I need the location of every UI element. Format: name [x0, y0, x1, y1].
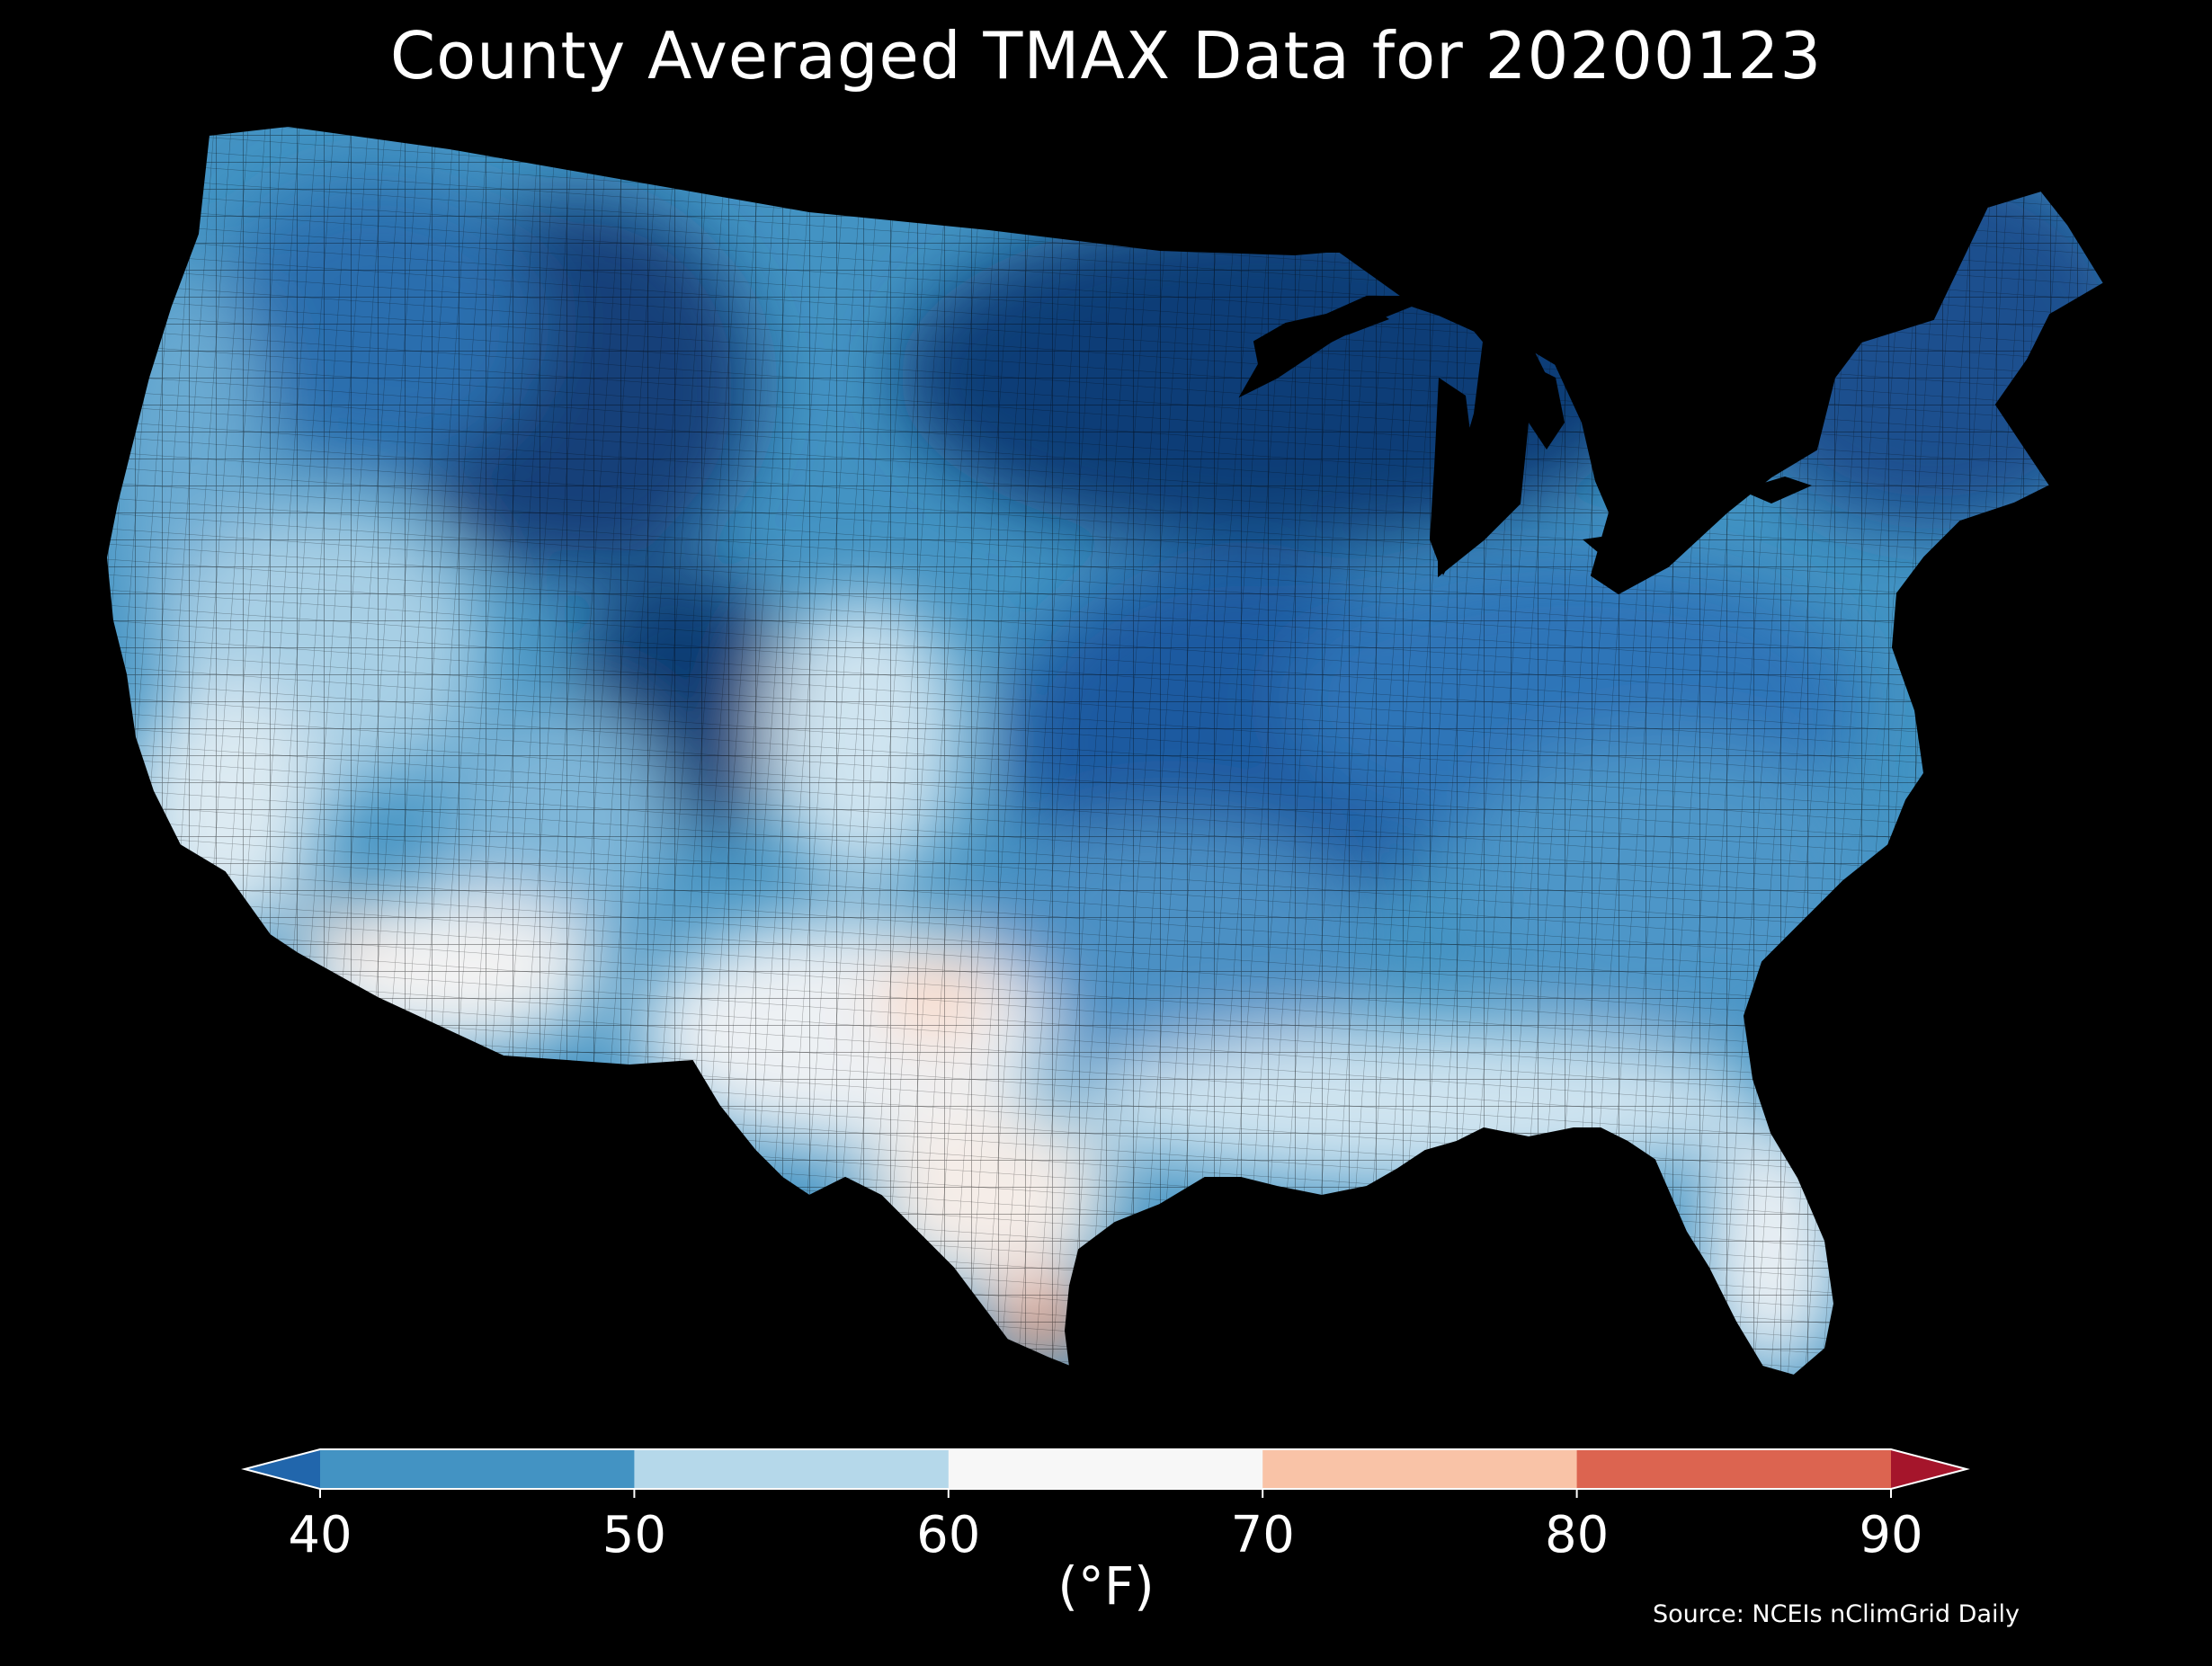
colorbar-bin [1576, 1449, 1892, 1489]
map-title: County Averaged TMAX Data for 20200123 [389, 18, 1823, 94]
great-lakes [1268, 310, 1812, 575]
lake-ontario [1740, 477, 1812, 503]
colorbar-bin [1262, 1449, 1578, 1489]
colorbar-extend-high [1891, 1449, 1967, 1489]
colorbar-tick-label: 90 [1859, 1506, 1922, 1564]
lake-huron [1520, 360, 1565, 450]
colorbar-tick-label: 50 [602, 1506, 666, 1564]
lake-superior [1268, 310, 1389, 346]
colorbar: 40 50 60 70 80 90 [241, 1448, 1970, 1564]
colorbar-bin [634, 1449, 950, 1489]
lake-erie [1583, 512, 1690, 562]
colorbar-extend-low [245, 1449, 320, 1489]
colorbar-bin [320, 1449, 635, 1489]
colorbar-tick-label: 80 [1545, 1506, 1609, 1564]
source-attribution: Source: NCEIs nClimGrid Daily [1653, 1600, 2020, 1628]
colorbar-tick-label: 60 [916, 1506, 980, 1564]
lake-michigan [1430, 378, 1475, 575]
colorbar-unit-label: (°F) [1057, 1555, 1155, 1617]
colorbar-tick-label: 40 [288, 1506, 352, 1564]
colorbar-tick-label: 70 [1231, 1506, 1295, 1564]
colorbar-bin [948, 1449, 1263, 1489]
